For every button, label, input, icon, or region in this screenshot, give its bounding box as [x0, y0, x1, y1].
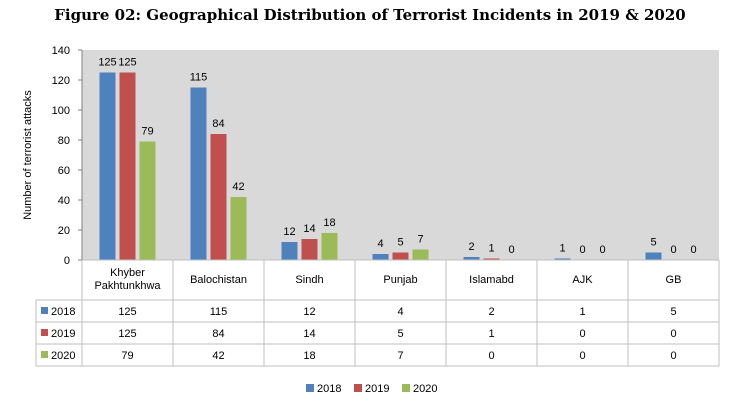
data-label: 5 [650, 237, 656, 249]
category-label: Punjab [383, 274, 417, 286]
table-cell: 18 [303, 350, 315, 362]
table-cell: 12 [303, 306, 315, 318]
data-label: 5 [397, 237, 403, 249]
bar [210, 134, 227, 260]
y-tick-label: 100 [52, 105, 70, 117]
table-cell: 125 [118, 306, 136, 318]
data-label: 7 [417, 234, 423, 246]
y-tick-label: 60 [58, 165, 70, 177]
legend: 2018 2019 2020 [306, 383, 437, 395]
data-label: 125 [118, 57, 136, 69]
data-label: 0 [690, 244, 696, 256]
table-cell: 0 [579, 328, 585, 340]
bar [230, 197, 247, 260]
plot-area [82, 50, 719, 260]
table-cell: 1 [488, 328, 494, 340]
y-axis-label: Number of terrorist attacks [22, 90, 34, 220]
legend-key [41, 329, 48, 336]
category-label: Pakhtunkhwa [94, 280, 161, 292]
category-label: GB [666, 274, 682, 286]
data-label: 115 [190, 72, 208, 84]
data-label: 18 [323, 217, 335, 229]
table-cell: 79 [121, 350, 133, 362]
row-series-name: 2020 [51, 350, 75, 362]
bar [99, 72, 116, 260]
y-tick-label: 40 [58, 195, 70, 207]
data-label: 125 [98, 57, 116, 69]
data-label: 4 [377, 238, 383, 250]
bar [554, 258, 571, 260]
row-series-name: 2019 [51, 328, 75, 340]
y-axis: 0 20 40 60 80 100 120 140 Number of terrorist at… [22, 45, 83, 267]
bar [483, 258, 500, 260]
data-label: 79 [141, 126, 153, 138]
bar [190, 87, 207, 260]
y-tick-label: 140 [52, 45, 70, 57]
legend-label: 2019 [365, 383, 389, 395]
data-label: 2 [468, 241, 474, 253]
category-label: Khyber [110, 267, 145, 279]
category-label: AJK [572, 274, 593, 286]
legend-label: 2020 [413, 383, 437, 395]
data-label: 1 [488, 243, 494, 255]
bar [321, 233, 338, 260]
table-cell: 7 [397, 350, 403, 362]
data-label: 0 [508, 244, 514, 256]
table-cell: 0 [670, 328, 676, 340]
chart-title: Figure 02: Geographical Distribution of … [54, 6, 686, 24]
category-label: Balochistan [190, 274, 247, 286]
bar [392, 252, 409, 260]
bar [645, 252, 662, 260]
data-label: 14 [303, 223, 315, 235]
bar [281, 242, 298, 260]
table-cell: 0 [488, 350, 494, 362]
bar [412, 249, 429, 260]
table-cell: 0 [579, 350, 585, 362]
data-label: 42 [232, 181, 244, 193]
legend-label: 2018 [317, 383, 341, 395]
table-cell: 4 [397, 306, 403, 318]
bar [301, 239, 318, 260]
legend-key [41, 351, 48, 358]
data-label: 0 [670, 244, 676, 256]
bar [463, 257, 480, 260]
legend-key [41, 307, 48, 314]
table-cell: 1 [579, 306, 585, 318]
data-label: 0 [599, 244, 605, 256]
y-tick-label: 0 [64, 255, 70, 267]
category-label: Sindh [295, 274, 323, 286]
table-cell: 5 [670, 306, 676, 318]
table-cell: 115 [210, 306, 228, 318]
table-cell: 5 [397, 328, 403, 340]
table-cell: 42 [212, 350, 224, 362]
bar [119, 72, 136, 260]
legend-swatch [354, 384, 362, 392]
y-tick-label: 80 [58, 135, 70, 147]
table-cell: 84 [212, 328, 224, 340]
category-label: Islamabd [469, 274, 514, 286]
data-label: 1 [559, 243, 565, 255]
value-labels-group: 125 125 79 115 84 42 12 14 18 4 5 7 2 1 0 1 0 0 5 0 0 [98, 57, 696, 257]
bars-group [99, 72, 662, 260]
table-cell: 2 [488, 306, 494, 318]
table-cell: 14 [303, 328, 315, 340]
bar [139, 141, 156, 260]
row-series-name: 2018 [51, 306, 75, 318]
legend-swatch [306, 384, 314, 392]
data-label: 12 [283, 226, 295, 238]
table-cell: 125 [118, 328, 136, 340]
legend-swatch [402, 384, 410, 392]
table-cell: 0 [670, 350, 676, 362]
data-label: 84 [212, 118, 224, 130]
y-tick-label: 120 [52, 75, 70, 87]
data-label: 0 [579, 244, 585, 256]
bar [372, 254, 389, 260]
y-tick-label: 20 [58, 225, 70, 237]
